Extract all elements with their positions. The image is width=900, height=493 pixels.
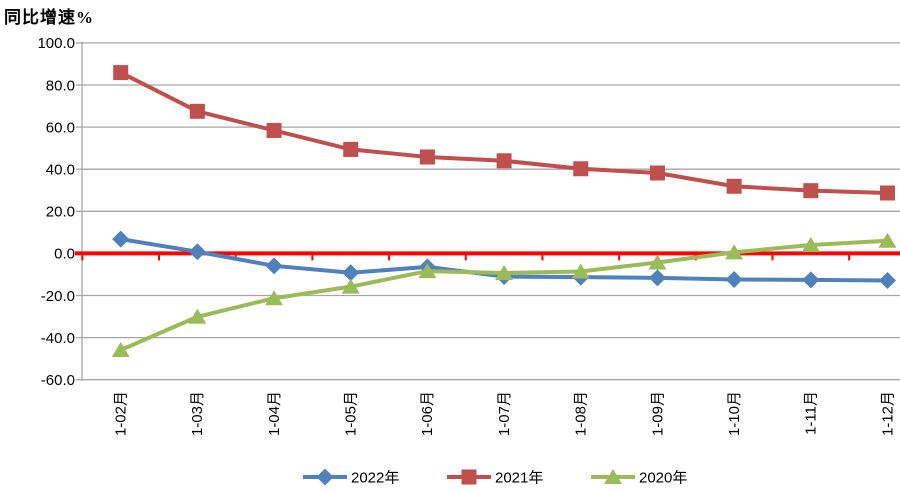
x-axis-tick-label: 1-09月 xyxy=(649,391,666,436)
chart-title: 同比增速% xyxy=(4,8,94,27)
series-marker-2022年 xyxy=(879,272,896,290)
legend-marker-2022年 xyxy=(316,468,334,486)
series-marker-2022年 xyxy=(725,271,743,289)
series-marker-2021年 xyxy=(880,185,895,201)
x-axis-tick-label: 1-04月 xyxy=(266,391,283,436)
series-marker-2020年 xyxy=(648,254,667,270)
x-axis-tick-label: 1-07月 xyxy=(496,391,513,436)
series-marker-2022年 xyxy=(188,243,206,261)
x-axis-tick-label: 1-06月 xyxy=(419,391,436,436)
series-marker-2021年 xyxy=(726,178,742,194)
series-marker-2022年 xyxy=(802,271,820,289)
series-line-2021年 xyxy=(119,70,888,195)
series-marker-2021年 xyxy=(189,103,205,119)
series-marker-2021年 xyxy=(266,122,282,138)
legend-marker-2020年 xyxy=(604,469,622,484)
y-axis-tick-label: 20.0 xyxy=(46,204,75,221)
series-marker-2020年 xyxy=(725,244,744,260)
series-marker-2020年 xyxy=(495,264,514,280)
x-axis-tick-label: 1-08月 xyxy=(573,391,590,436)
x-axis-tick-label: 1-11月 xyxy=(803,391,820,435)
series-marker-2020年 xyxy=(878,232,897,248)
x-axis-tick-label: 1-12月 xyxy=(879,391,896,436)
y-axis-tick-label: -60.0 xyxy=(41,372,75,389)
series-marker-2020年 xyxy=(188,308,207,324)
series-marker-2021年 xyxy=(803,183,819,199)
legend-label-2022年: 2022年 xyxy=(351,469,399,486)
series-marker-2020年 xyxy=(341,278,360,294)
y-axis-tick-label: -40.0 xyxy=(41,330,75,347)
series-marker-2020年 xyxy=(111,342,130,358)
legend-label-2021年: 2021年 xyxy=(495,469,543,486)
y-axis-tick-label: 100.0 xyxy=(37,35,75,52)
y-axis-tick-label: -20.0 xyxy=(41,288,75,305)
series-marker-2021年 xyxy=(649,165,665,181)
series-marker-2021年 xyxy=(496,153,512,169)
series-marker-2022年 xyxy=(265,257,283,275)
x-axis-tick-label: 1-03月 xyxy=(189,391,206,436)
series-marker-2021年 xyxy=(343,141,359,157)
series-marker-2020年 xyxy=(418,263,437,279)
series-marker-2022年 xyxy=(648,269,666,287)
series-marker-2022年 xyxy=(342,264,360,282)
x-axis-tick-label: 1-10月 xyxy=(726,391,743,436)
y-axis-tick-label: 80.0 xyxy=(46,77,75,94)
series-marker-2022年 xyxy=(112,230,130,248)
series-marker-2021年 xyxy=(573,161,589,177)
x-axis-tick-label: 1-05月 xyxy=(343,391,360,436)
series-marker-2020年 xyxy=(265,290,284,306)
legend-label-2020年: 2020年 xyxy=(639,469,687,486)
y-axis-tick-label: 40.0 xyxy=(46,161,75,178)
series-marker-2021年 xyxy=(113,65,129,81)
series-marker-2020年 xyxy=(571,263,590,279)
series-marker-2021年 xyxy=(419,149,435,165)
x-axis-tick-label: 1-02月 xyxy=(112,391,129,436)
series-marker-2020年 xyxy=(801,236,820,252)
legend-marker-2021年 xyxy=(461,469,477,485)
y-axis-tick-label: 60.0 xyxy=(46,119,75,136)
y-axis-tick-label: 0.0 xyxy=(54,246,75,263)
